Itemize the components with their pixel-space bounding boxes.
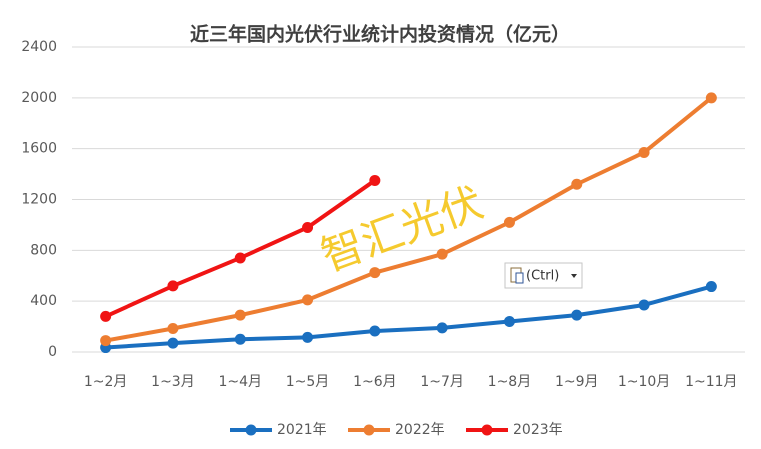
y-tick-label: 1200 <box>21 192 57 208</box>
data-point <box>167 337 179 349</box>
series-line <box>105 96 713 343</box>
y-tick-label: 400 <box>30 293 57 309</box>
data-point <box>234 252 246 264</box>
x-tick-label: 1~10月 <box>618 374 670 390</box>
x-tick-label: 1~7月 <box>420 374 464 390</box>
legend-label: 2021年 <box>277 422 327 438</box>
data-point <box>436 248 448 260</box>
data-point <box>167 280 179 292</box>
legend-marker <box>481 424 493 436</box>
data-point <box>369 325 381 337</box>
data-point <box>705 92 717 104</box>
x-tick-label: 1~6月 <box>353 374 397 390</box>
x-tick-label: 1~4月 <box>218 374 262 390</box>
y-tick-label: 1600 <box>21 141 57 157</box>
legend-label: 2022年 <box>395 422 445 438</box>
data-point <box>503 316 515 327</box>
y-tick-label: 2400 <box>21 39 57 55</box>
paste-label: (Ctrl) <box>526 269 559 284</box>
data-point <box>234 333 246 345</box>
x-tick-label: 1~8月 <box>488 374 532 390</box>
data-point <box>369 174 381 186</box>
data-point <box>302 221 314 233</box>
data-point <box>167 322 179 334</box>
dropdown-arrow <box>571 274 577 278</box>
data-point <box>571 309 583 321</box>
legend-marker <box>363 424 375 436</box>
page-icon <box>515 272 524 284</box>
y-tick-label: 2000 <box>21 90 57 106</box>
data-point <box>503 216 515 228</box>
series-line <box>105 284 712 350</box>
data-point <box>100 335 112 347</box>
x-tick-label: 1~3月 <box>151 374 195 390</box>
y-tick-label: 0 <box>48 344 57 360</box>
data-point <box>302 331 314 343</box>
data-point <box>638 146 650 158</box>
legend-marker <box>245 424 257 436</box>
x-tick-label: 1~2月 <box>84 374 128 390</box>
paste-button[interactable]: (Ctrl) <box>504 262 583 289</box>
data-point <box>302 294 314 306</box>
plot-area: 0 400 800 1200 1600 2000 2400 1~2月 1~3月 1~4月 1~5月 1… <box>21 39 745 438</box>
data-point <box>638 299 650 311</box>
legend-label: 2023年 <box>513 422 563 438</box>
data-point <box>436 322 448 334</box>
data-point <box>100 310 112 322</box>
x-tick-label: 1~5月 <box>286 374 330 390</box>
data-point <box>571 178 583 190</box>
y-tick-label: 800 <box>30 242 57 258</box>
data-point <box>369 267 381 279</box>
x-tick-label: 1~11月 <box>685 374 737 390</box>
x-tick-label: 1~9月 <box>555 374 599 390</box>
data-point <box>705 281 717 293</box>
chart-title: 近三年国内光伏行业统计内投资情况（亿元） <box>190 23 570 46</box>
data-point <box>234 309 246 321</box>
